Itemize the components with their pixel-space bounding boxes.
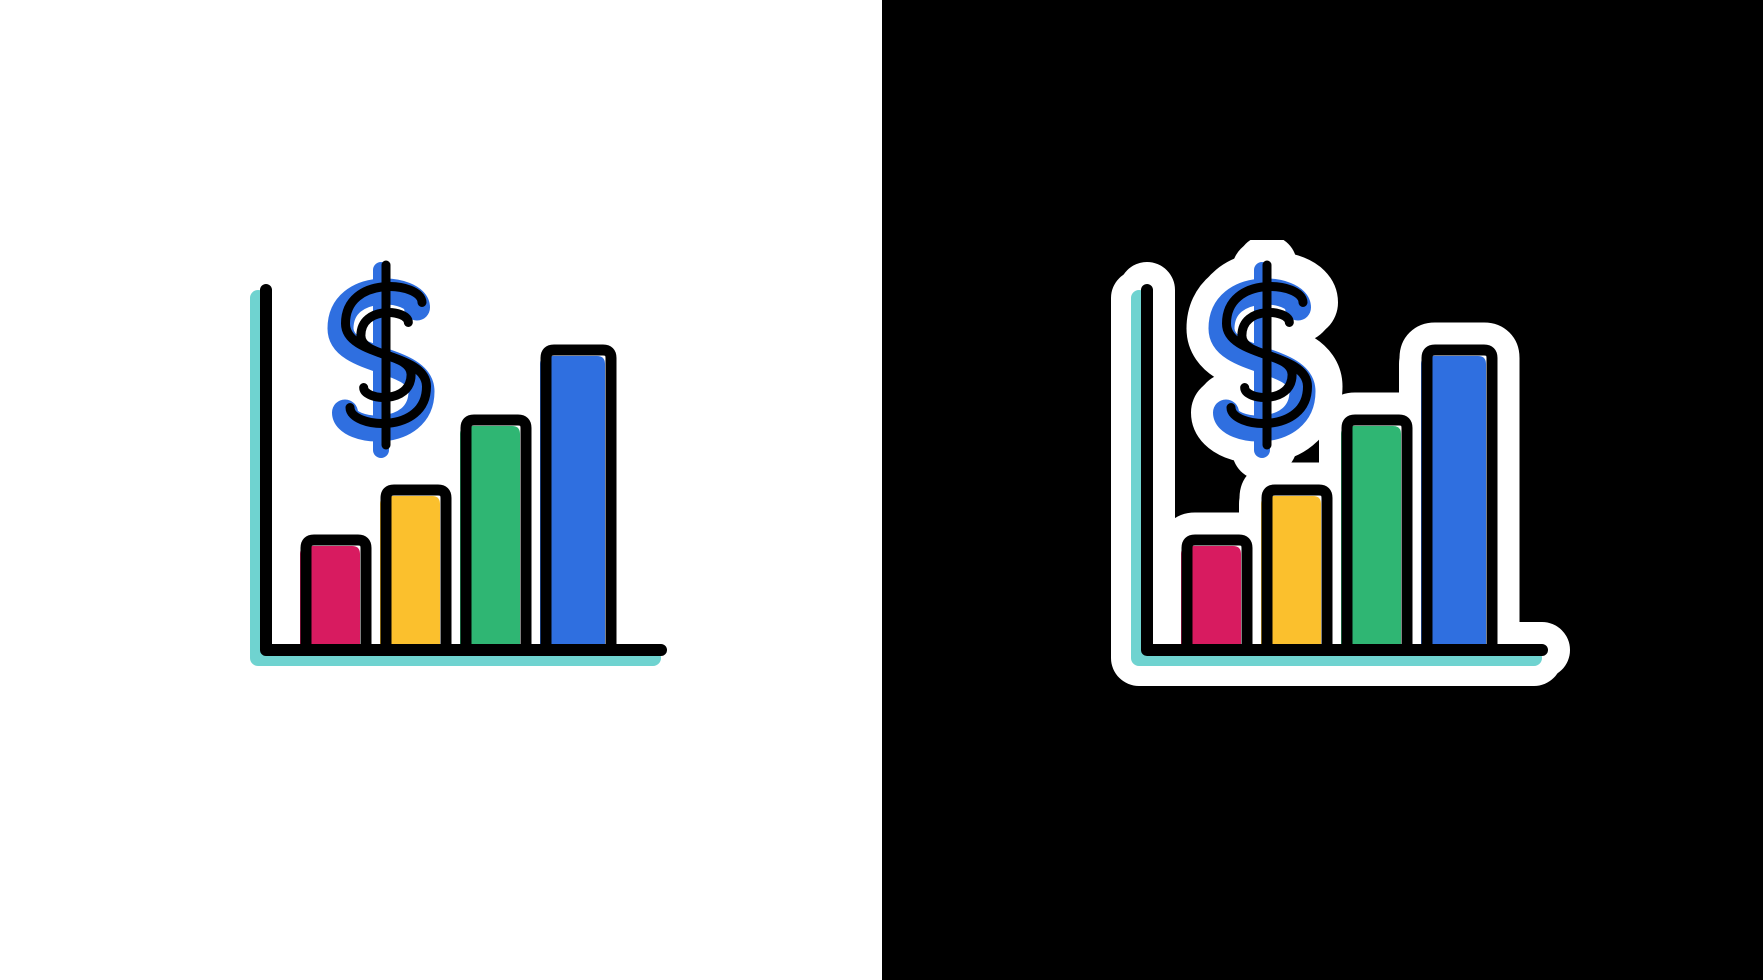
panel-dark (882, 0, 1763, 980)
financial-growth-chart-icon (191, 240, 691, 740)
financial-growth-chart-icon (1072, 240, 1572, 740)
panel-light (0, 0, 882, 980)
